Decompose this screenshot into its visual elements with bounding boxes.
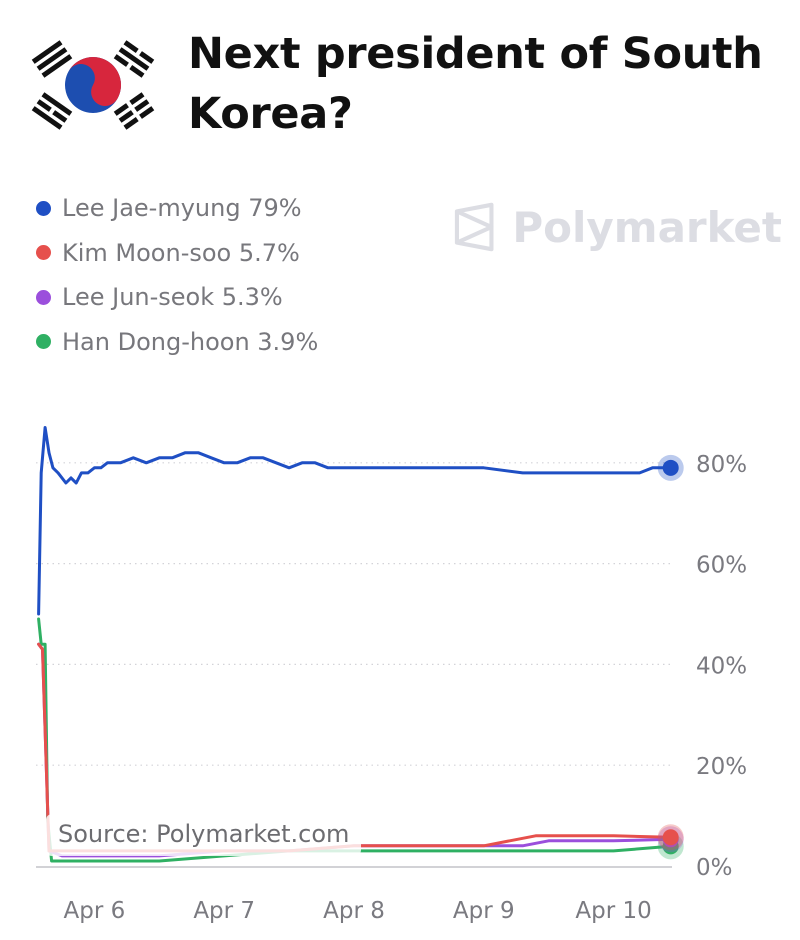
legend-item: Lee Jun-seok 5.3% bbox=[36, 275, 318, 320]
x-tick-label: Apr 8 bbox=[323, 898, 385, 924]
end-marker bbox=[662, 829, 679, 846]
legend-label: Lee Jae-myung 79% bbox=[62, 194, 302, 223]
x-tick-label: Apr 6 bbox=[64, 898, 126, 924]
legend-label: Han Dong-hoon 3.9% bbox=[62, 327, 319, 356]
legend-dot bbox=[36, 200, 51, 216]
y-tick-label: 0% bbox=[696, 855, 733, 881]
page-title: Next president of South Korea? bbox=[188, 29, 763, 139]
legend-label: Kim Moon-soo 5.7% bbox=[62, 238, 300, 267]
legend-dot bbox=[36, 289, 51, 305]
polymarket-logo-icon bbox=[454, 202, 494, 252]
watermark-label: Polymarket bbox=[512, 202, 782, 252]
legend-item: Kim Moon-soo 5.7% bbox=[36, 231, 318, 276]
legend-dot bbox=[36, 334, 51, 350]
y-tick-label: 80% bbox=[696, 452, 747, 478]
y-tick-label: 40% bbox=[696, 653, 747, 679]
price-history-chart: 0% 20% 40% 60% 80% Apr 6 Apr 7 Apr 8 Apr 9 Apr 10 bbox=[36, 426, 747, 924]
x-tick-label: Apr 10 bbox=[575, 898, 651, 924]
y-tick-label: 60% bbox=[696, 553, 747, 579]
legend-dot bbox=[36, 245, 51, 261]
legend-label: Lee Jun-seok 5.3% bbox=[62, 283, 283, 312]
legend: Lee Jae-myung 79% Kim Moon-soo 5.7% Lee Ju… bbox=[36, 186, 318, 364]
watermark: Polymarket bbox=[452, 194, 782, 260]
series-line bbox=[37, 426, 673, 616]
end-marker bbox=[662, 459, 679, 476]
legend-item: Lee Jae-myung 79% bbox=[36, 186, 318, 231]
y-tick-label: 20% bbox=[696, 754, 747, 780]
x-tick-label: Apr 7 bbox=[193, 898, 255, 924]
source-caption: Source: Polymarket.com bbox=[46, 814, 362, 856]
x-tick-label: Apr 9 bbox=[453, 898, 515, 924]
south-korea-flag-icon bbox=[31, 40, 155, 130]
legend-item: Han Dong-hoon 3.9% bbox=[36, 320, 318, 365]
